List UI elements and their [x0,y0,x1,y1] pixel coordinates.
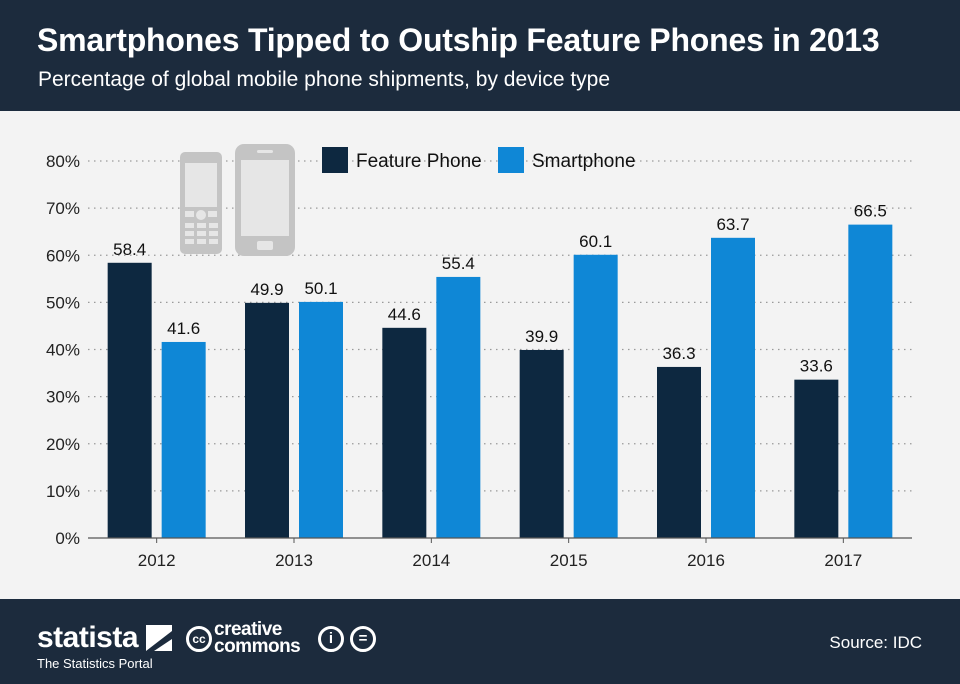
cc-line-1: creative [214,619,282,640]
data-label: 50.1 [304,279,337,298]
smartphone-icon [235,144,295,256]
x-axis: 2012 2013 2014 2015 2016 2017 [88,537,912,570]
x-tick-label: 2014 [412,551,450,570]
creative-commons-icon: cc [186,626,212,652]
statista-tagline: The Statistics Portal [37,656,153,671]
bar-smartphone [436,276,481,538]
bar-smartphone [573,254,618,538]
cc-line-2: commons [214,636,301,657]
data-label: 49.9 [250,280,283,299]
statista-logo-icon [146,625,172,651]
y-tick-label: 60% [46,246,80,265]
bars [107,224,893,538]
chart-title: Smartphones Tipped to Outship Feature Ph… [37,22,880,58]
footer: statista The Statistics Portal cc creati… [0,599,960,684]
data-label: 66.5 [854,202,887,221]
attribution-icon: i [318,626,344,652]
creative-commons-text: creative commons [214,619,301,657]
bar-feature-phone [657,366,701,538]
bar-feature-phone [794,379,839,538]
data-label: 44.6 [388,305,421,324]
y-tick-label: 70% [46,199,80,218]
x-tick-label: 2015 [550,551,588,570]
y-tick-label: 50% [46,293,80,312]
legend: Feature Phone Smartphone [322,147,636,173]
header: Smartphones Tipped to Outship Feature Ph… [0,0,960,111]
y-axis: 0% 10% 20% 30% 40% 50% 60% 70% 80% [46,152,80,548]
data-label: 60.1 [579,232,612,251]
y-tick-label: 0% [55,529,80,548]
y-tick-label: 20% [46,435,80,454]
bar-chart: 0% 10% 20% 30% 40% 50% 60% 70% 80% Feature Phone… [46,144,912,570]
bar-feature-phone [107,262,152,538]
legend-swatch [322,147,348,173]
legend-label: Feature Phone [356,151,482,172]
y-tick-label: 30% [46,388,80,407]
x-tick-label: 2012 [138,551,176,570]
chart-subtitle: Percentage of global mobile phone shipme… [38,68,611,91]
bar-smartphone [848,224,893,538]
bar-smartphone [711,237,755,538]
chart-area: 0% 10% 20% 30% 40% 50% 60% 70% 80% Feature Phone… [0,111,960,599]
no-derivatives-icon: = [350,626,376,652]
value-labels: 58.4 41.6 49.9 50.1 44.6 55.4 39.9 60.1 36.3 63.7… [113,202,887,376]
data-label: 41.6 [167,319,200,338]
data-label: 63.7 [716,215,749,234]
y-tick-label: 80% [46,152,80,171]
bar-smartphone [299,301,343,538]
y-tick-label: 40% [46,341,80,360]
feature-phone-icon [180,152,222,254]
bar-feature-phone [382,327,427,538]
bar-feature-phone [519,349,564,538]
x-tick-label: 2017 [824,551,862,570]
statista-logo-text: statista [37,621,139,654]
data-label: 39.9 [525,327,558,346]
source-label: Source: IDC [829,633,922,652]
data-label: 33.6 [800,357,833,376]
legend-swatch [498,147,524,173]
data-label: 58.4 [113,240,146,259]
y-tick-label: 10% [46,482,80,501]
bar-smartphone [161,341,206,538]
x-tick-label: 2016 [687,551,725,570]
data-label: 55.4 [442,254,475,273]
bar-feature-phone [245,302,289,538]
data-label: 36.3 [662,344,695,363]
legend-label: Smartphone [532,151,636,172]
x-tick-label: 2013 [275,551,313,570]
